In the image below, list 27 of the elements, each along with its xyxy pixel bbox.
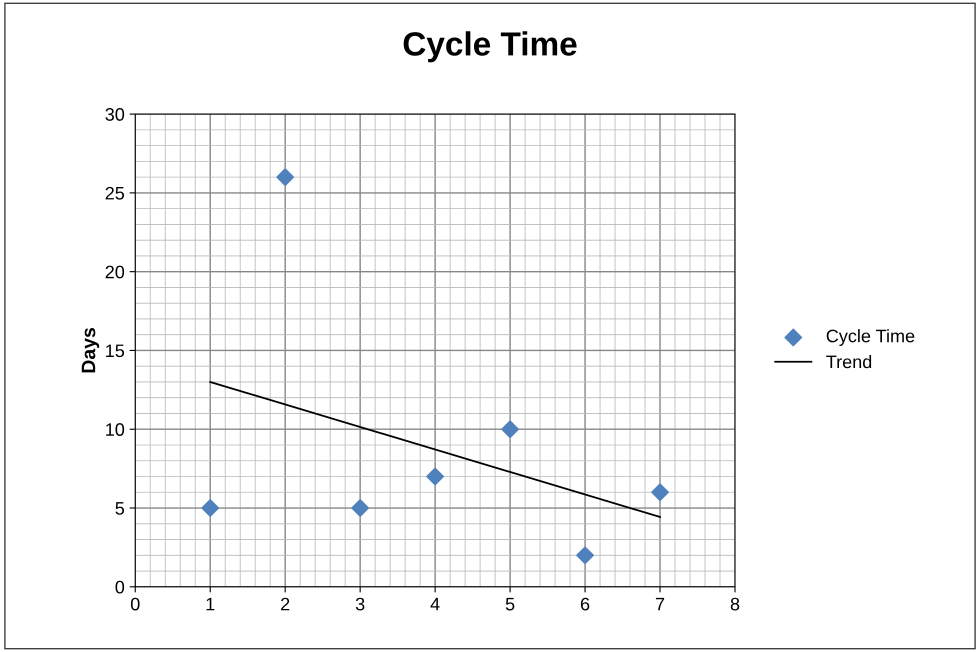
x-tick-label: 6	[580, 598, 590, 610]
y-tick-label: 20	[106, 266, 124, 278]
x-tick-label: 5	[506, 598, 514, 610]
point	[651, 483, 669, 502]
point	[201, 499, 220, 517]
x-tick-label: 7	[656, 598, 664, 610]
point	[276, 168, 294, 186]
point	[501, 420, 519, 438]
x-tick-label: 3	[356, 598, 364, 610]
y-tick-label: 30	[105, 108, 124, 121]
point	[576, 546, 594, 564]
legend-label: Cycle Time	[826, 329, 914, 346]
point	[426, 468, 444, 486]
x-tick-label: 2	[281, 598, 290, 610]
y-tick-label: 0	[115, 580, 124, 594]
y-tick-label: 15	[106, 344, 124, 358]
y-axis-title: Days	[82, 328, 100, 372]
x-tick-label: 1	[206, 598, 214, 610]
y-tick-label: 5	[116, 502, 124, 515]
point	[351, 499, 370, 517]
x-tick-label: 8	[730, 598, 740, 610]
x-tick-label: 4	[430, 598, 440, 610]
y-tick-label: 10	[106, 423, 124, 436]
legend-label: Trend	[826, 354, 872, 368]
x-tick-label: 0	[130, 598, 140, 610]
y-tick-label: 25	[106, 186, 124, 200]
chart-title: Cycle Time	[404, 31, 577, 62]
